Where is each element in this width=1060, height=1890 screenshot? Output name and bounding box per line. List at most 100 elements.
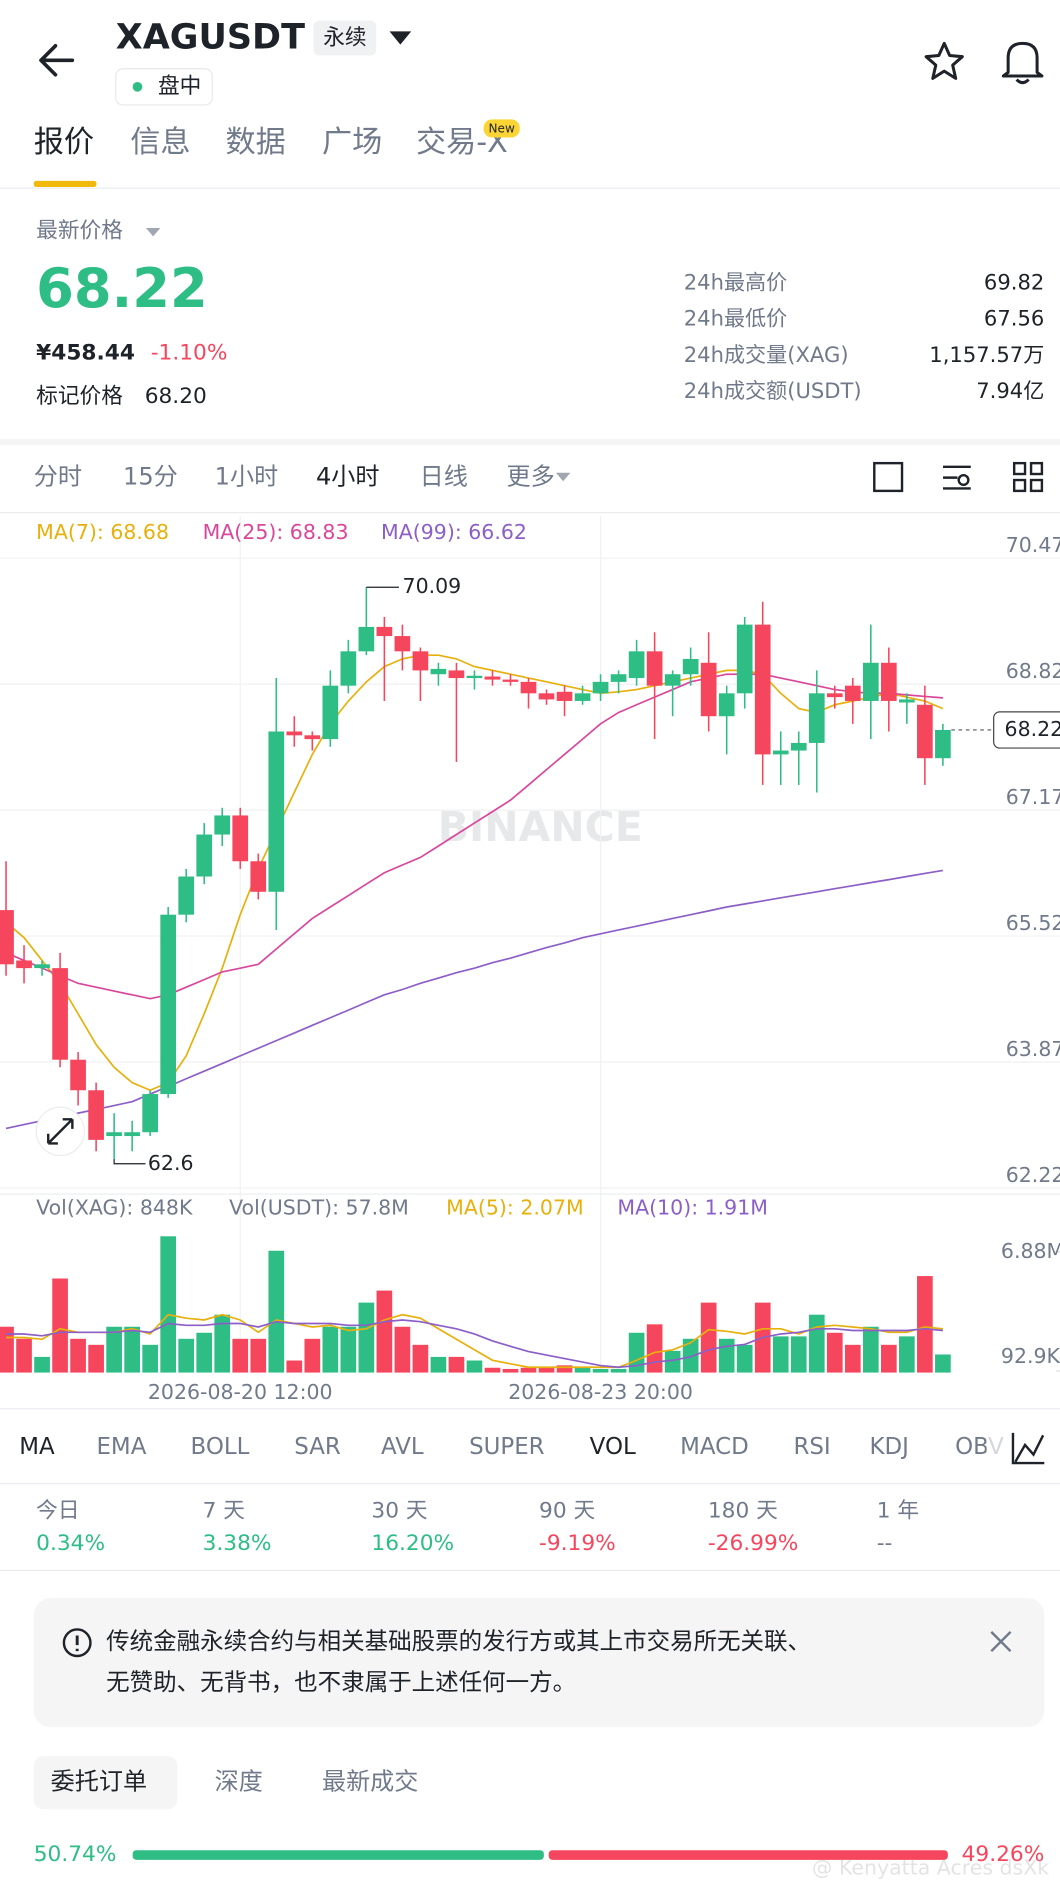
symbol-dropdown[interactable] [389, 31, 412, 45]
stat-label: 24h成交额(USDT) [684, 378, 862, 403]
tab[interactable]: 报价 [34, 125, 94, 160]
volume-bar [844, 1344, 861, 1373]
volume-bar [718, 1338, 735, 1373]
tab[interactable]: 数据 [226, 125, 286, 160]
indicator-tab[interactable]: SAR [294, 1434, 341, 1460]
interval[interactable]: 更多 [506, 463, 554, 491]
volume-bar [574, 1367, 591, 1373]
candle-body [196, 834, 213, 877]
candle-body [214, 815, 231, 835]
period-change: -- [877, 1531, 893, 1556]
interval[interactable]: 分时 [34, 463, 82, 491]
legend-entry: MA(7): 68.68 [36, 520, 169, 544]
stat-value: 1,157.57万 [929, 342, 1044, 367]
candle-body [16, 960, 32, 969]
indicator-tab[interactable]: VOL [590, 1434, 636, 1460]
stat-label: 24h成交量(XAG) [684, 342, 849, 367]
candle-body [899, 699, 915, 703]
legend-entry: MA(25): 68.83 [203, 520, 349, 544]
interval[interactable]: 15分 [123, 463, 178, 491]
high-label: 70.09 [403, 574, 462, 598]
volume-bar [322, 1326, 339, 1373]
layout-icon [1029, 478, 1044, 493]
indicator-tab[interactable]: BOLL [191, 1434, 250, 1460]
period-change: 0.34% [36, 1531, 105, 1556]
candle-body [556, 691, 573, 701]
indicator-settings[interactable] [1011, 1432, 1045, 1465]
y-tick-label: 92.9K [1001, 1344, 1060, 1368]
volume-bar [304, 1338, 321, 1373]
stat-value: 69.82 [984, 269, 1044, 294]
volume-bar [178, 1338, 195, 1373]
candle-body [844, 685, 861, 701]
y-tick-label: 62.22 [1006, 1163, 1060, 1187]
status: 盘中 [158, 74, 201, 99]
price-change: -1.10% [151, 340, 228, 365]
indicator-tab[interactable]: MA [19, 1434, 55, 1460]
price-dropdown[interactable] [145, 227, 161, 237]
indicator-tab[interactable]: EMA [96, 1434, 146, 1460]
period-change: 16.20% [371, 1531, 454, 1556]
interval[interactable]: 1小时 [215, 463, 279, 491]
order-tab[interactable]: 深度 [215, 1768, 263, 1796]
notice-line: 传统金融永续合约与相关基础股票的发行方或其上市交易所无关联、 [106, 1627, 811, 1655]
section-gap [0, 439, 1060, 446]
mark-price: 68.20 [145, 384, 207, 409]
volume-bar [268, 1250, 285, 1373]
alert-button[interactable] [1001, 41, 1044, 85]
y-tick-label: 70.47 [1006, 533, 1060, 557]
volume-bar [232, 1338, 249, 1373]
candle-body [448, 670, 465, 679]
candle-body [142, 1094, 158, 1133]
volume-bar [538, 1366, 555, 1373]
legend-entry: Vol(XAG): 848K [36, 1196, 193, 1220]
back-button[interactable] [39, 44, 75, 77]
volume-bar [772, 1336, 789, 1373]
period: 180 天 [708, 1498, 778, 1523]
tab[interactable]: 信息 [130, 125, 190, 160]
interval[interactable]: 4小时 [316, 463, 380, 491]
indicator-tab[interactable]: RSI [793, 1434, 830, 1460]
fullscreen-icon[interactable] [873, 461, 904, 493]
more-dropdown[interactable] [555, 472, 571, 482]
stat-value: 7.94亿 [976, 378, 1044, 403]
order-tab[interactable]: 委托订单 [51, 1768, 147, 1796]
volume-bar [106, 1326, 122, 1373]
settings-icon[interactable] [943, 465, 971, 490]
buy-ratio: 50.74% [34, 1842, 117, 1867]
last-price-tag [993, 711, 1060, 749]
interval[interactable]: 日线 [420, 463, 468, 491]
order-tab[interactable]: 最新成交 [322, 1768, 418, 1796]
volume-bar [412, 1344, 429, 1373]
legend-entry: Vol(USDT): 57.8M [229, 1196, 409, 1220]
volume-bar [826, 1332, 843, 1373]
volume-bar [556, 1365, 573, 1373]
volume-bar [646, 1324, 663, 1373]
period: 90 天 [539, 1498, 595, 1523]
order-tab-bg [33, 1756, 178, 1810]
candle-body [862, 662, 879, 701]
candle-body [880, 662, 897, 701]
layout-icon[interactable] [1012, 461, 1027, 476]
candle-body [718, 693, 735, 717]
period-change: 3.38% [203, 1531, 272, 1556]
indicator-tab[interactable]: KDJ [869, 1434, 908, 1460]
favorite-button[interactable] [924, 41, 964, 80]
new-badge-text: New [489, 122, 515, 136]
volume-bar [196, 1332, 213, 1373]
indicator-tab[interactable]: MACD [680, 1434, 749, 1460]
indicator-tab[interactable]: AVL [381, 1434, 424, 1460]
last-price-label: 68.22 [1005, 717, 1060, 741]
volume-bar [664, 1350, 681, 1373]
indicator-tab[interactable]: SUPER [469, 1434, 545, 1460]
tab[interactable]: 广场 [322, 125, 382, 160]
volume-bar [34, 1356, 50, 1373]
candle-body [286, 731, 303, 736]
candle-body [340, 651, 357, 686]
new-badge [483, 119, 520, 138]
volume-bar [610, 1368, 627, 1373]
close-notice[interactable] [990, 1631, 1012, 1653]
fade [986, 1423, 1013, 1472]
candle-body [160, 914, 177, 1095]
